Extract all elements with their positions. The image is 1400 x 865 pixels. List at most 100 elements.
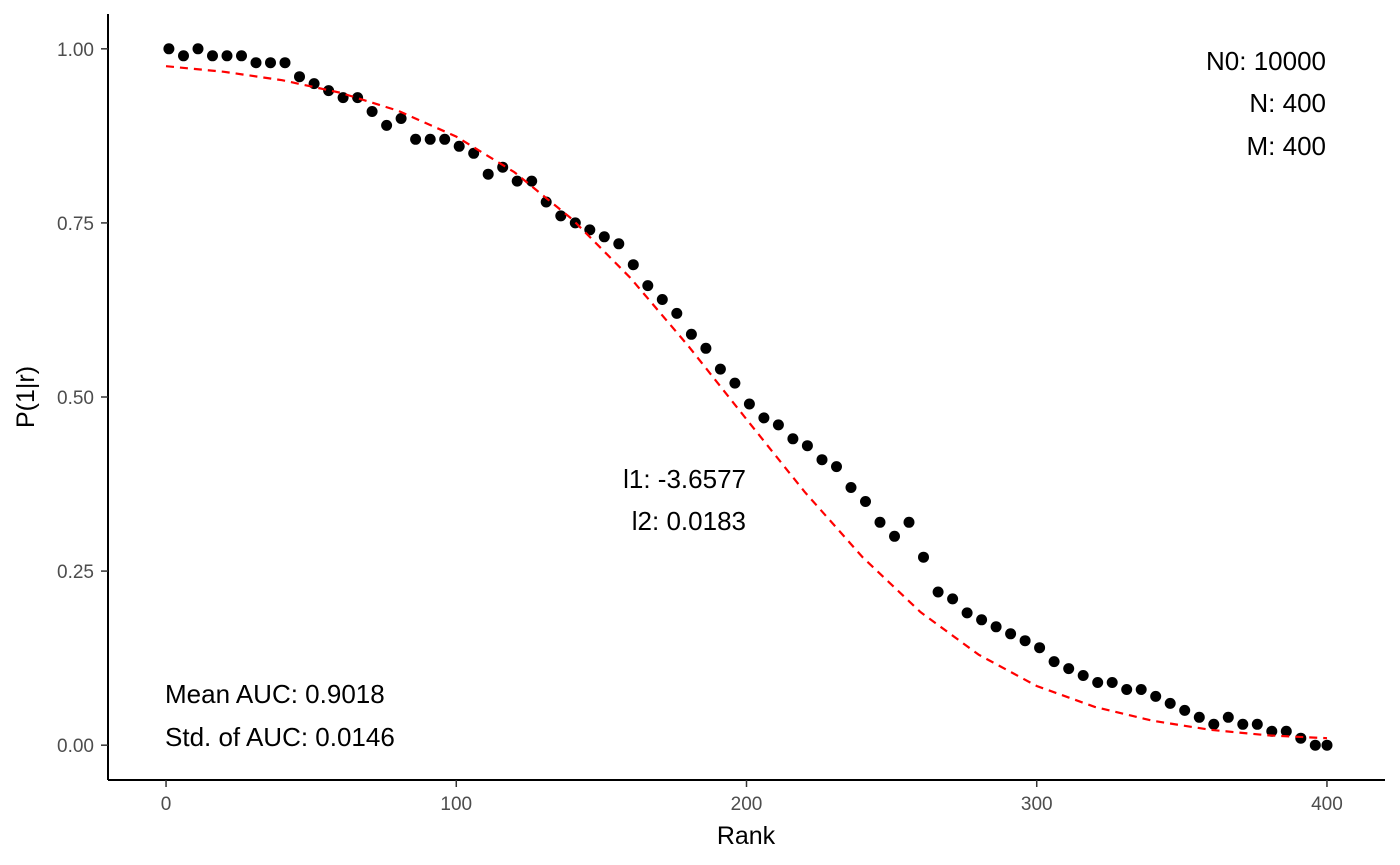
data-point — [932, 586, 944, 598]
data-point — [1321, 739, 1333, 751]
data-point — [1164, 697, 1176, 709]
data-point — [598, 231, 610, 243]
data-point — [1063, 663, 1075, 675]
data-point — [1295, 732, 1307, 744]
x-tick-label: 300 — [1021, 794, 1053, 815]
data-point — [279, 57, 291, 69]
data-point — [845, 482, 857, 493]
data-point — [410, 133, 422, 145]
data-point — [961, 607, 973, 619]
plot-area — [163, 43, 1333, 751]
data-point — [816, 454, 828, 466]
data-point — [526, 175, 538, 187]
data-point — [700, 342, 712, 354]
data-point — [395, 113, 407, 124]
axes — [107, 14, 1385, 781]
data-point — [685, 328, 697, 340]
data-point — [555, 210, 567, 222]
data-point — [918, 551, 929, 563]
data-point — [308, 78, 320, 90]
y-tick-label: 0.75 — [57, 214, 94, 235]
data-point — [250, 57, 262, 69]
data-point — [1208, 718, 1220, 730]
data-point — [729, 377, 741, 389]
data-point — [163, 43, 175, 55]
data-point — [323, 85, 335, 97]
data-point — [1048, 656, 1060, 668]
annotation-top-right: N0: 10000 N: 400 M: 400 — [1206, 46, 1326, 161]
data-point — [1193, 711, 1205, 723]
y-tick-label: 1.00 — [57, 40, 94, 61]
data-point — [1251, 718, 1263, 730]
x-tick-label: 400 — [1311, 794, 1343, 815]
data-point — [236, 50, 247, 62]
data-point — [714, 363, 726, 375]
data-point — [1237, 718, 1249, 730]
data-point — [758, 412, 770, 424]
data-point — [874, 516, 886, 528]
data-point — [424, 133, 436, 145]
x-tick-label: 100 — [440, 794, 472, 815]
data-point — [1179, 704, 1191, 716]
data-point — [1135, 684, 1147, 695]
data-point — [178, 50, 189, 62]
data-point — [671, 307, 683, 319]
annotation-m: M: 400 — [1247, 131, 1327, 161]
data-point — [831, 461, 842, 473]
x-tick-label: 200 — [731, 794, 763, 815]
data-point — [743, 398, 755, 410]
data-point — [947, 593, 959, 605]
data-point — [381, 119, 393, 131]
x-axis-title: Rank — [717, 822, 776, 850]
annotation-n0: N0: 10000 — [1206, 46, 1326, 76]
data-point — [1019, 635, 1031, 647]
data-point — [207, 50, 218, 62]
axis-ticks: 0 100 200 300 400 0.00 0.25 0.50 0.75 1.00 — [57, 40, 1343, 815]
y-tick-label: 0.50 — [57, 388, 94, 409]
data-point — [787, 433, 799, 445]
data-point — [265, 57, 276, 69]
data-point — [613, 238, 625, 250]
data-point — [1309, 739, 1321, 751]
data-point — [656, 294, 668, 305]
annotation-bottom-left: Mean AUC: 0.9018 Std. of AUC: 0.0146 — [165, 679, 395, 752]
data-point — [627, 259, 639, 271]
data-point — [1121, 684, 1133, 695]
data-point — [860, 496, 871, 507]
x-tick-label: 0 — [161, 794, 172, 815]
data-point — [352, 92, 364, 104]
data-point — [192, 43, 204, 55]
data-point — [366, 106, 378, 117]
data-point — [889, 530, 900, 542]
y-axis-title: P(1|r) — [12, 366, 40, 428]
annotation-n: N: 400 — [1249, 88, 1326, 118]
data-point — [1106, 677, 1118, 688]
annotation-mean-auc: Mean AUC: 0.9018 — [165, 679, 385, 709]
data-point — [468, 147, 480, 159]
data-point — [1005, 628, 1017, 640]
data-point — [294, 71, 305, 83]
data-point — [976, 614, 988, 626]
fit-line — [165, 65, 1328, 740]
data-point — [1266, 725, 1278, 737]
data-point — [1222, 711, 1234, 723]
annotation-center: l1: -3.6577 l2: 0.0183 — [623, 464, 746, 536]
data-point — [1150, 690, 1162, 702]
data-point — [772, 419, 784, 431]
data-point — [511, 175, 523, 187]
data-point — [990, 621, 1002, 633]
data-point — [482, 168, 494, 180]
annotation-l1: l1: -3.6577 — [623, 464, 746, 494]
data-point — [453, 140, 465, 152]
data-point — [903, 516, 915, 528]
data-point — [1280, 725, 1292, 737]
data-point — [221, 50, 233, 62]
data-point — [642, 280, 654, 292]
data-point — [1077, 670, 1089, 681]
annotation-l2: l2: 0.0183 — [632, 506, 746, 536]
data-point — [801, 440, 813, 452]
y-tick-label: 0.00 — [57, 736, 94, 757]
y-tick-label: 0.25 — [57, 562, 94, 583]
annotation-std-auc: Std. of AUC: 0.0146 — [165, 722, 395, 752]
